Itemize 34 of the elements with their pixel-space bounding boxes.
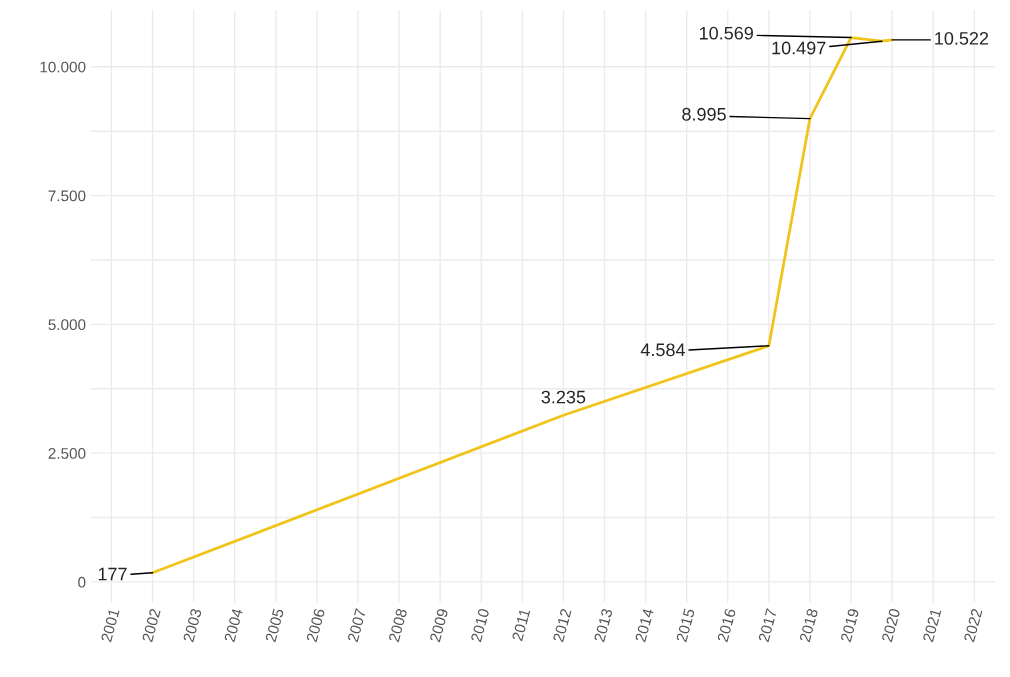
x-tick-label: 2012 — [552, 608, 572, 643]
y-tick-label: 2.500 — [48, 448, 86, 459]
x-tick-label: 2005 — [265, 608, 284, 643]
x-tick-label: 2001 — [100, 608, 120, 643]
x-tick-label: 2010 — [470, 608, 490, 643]
annotation: 10.497 — [772, 41, 826, 55]
annotation: 4.584 — [640, 343, 686, 357]
y-tick-label: 0 — [78, 576, 86, 588]
x-tick-label: 2014 — [634, 607, 654, 643]
x-tick-label: 2004 — [224, 607, 243, 643]
annotation: 177 — [98, 567, 127, 581]
y-tick-label: 5.000 — [48, 319, 86, 331]
x-tick-label: 2022 — [963, 608, 983, 643]
x-tick-label: 2003 — [182, 608, 202, 643]
x-tick-label: 2006 — [306, 608, 326, 643]
y-tick-label: 10.000 — [40, 61, 86, 73]
x-tick-label: 2002 — [141, 608, 161, 643]
x-tick-label: 2015 — [676, 608, 695, 643]
x-tick-label: 2013 — [593, 608, 613, 643]
x-tick-label: 2007 — [347, 608, 367, 643]
x-tick-label: 2019 — [840, 608, 860, 643]
x-tick-label: 2021 — [922, 608, 942, 643]
x-tick-label: 2017 — [758, 608, 778, 643]
x-tick-label: 2018 — [799, 608, 819, 643]
x-tick-label: 2009 — [429, 608, 449, 643]
annotation: 10.569 — [699, 26, 753, 40]
x-tick-label: 2016 — [717, 608, 736, 643]
annotation: 3.235 — [541, 390, 586, 404]
annotation: 8.995 — [682, 107, 726, 121]
x-tick-label: 2008 — [388, 608, 408, 643]
x-tick-label: 2011 — [511, 608, 531, 642]
y-tick-label: 7.500 — [48, 190, 86, 202]
annotation: 10.522 — [935, 31, 989, 45]
x-tick-label: 2020 — [881, 608, 901, 643]
